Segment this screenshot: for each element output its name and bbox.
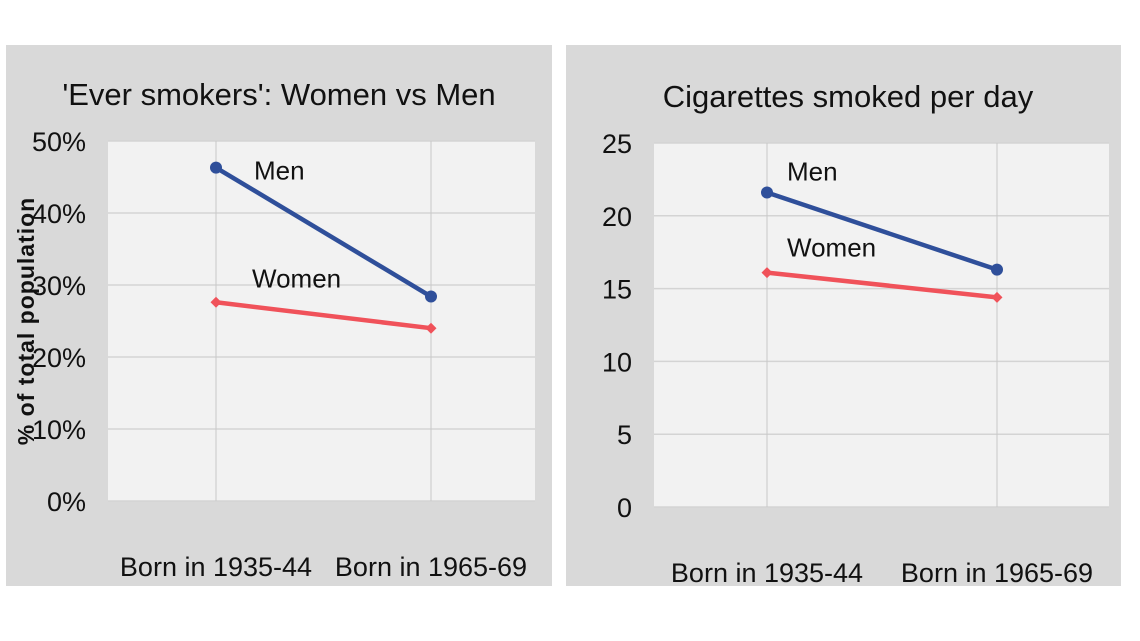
y-tick-label: 0	[617, 493, 632, 523]
x-tick-label: Born in 1965-69	[901, 558, 1093, 588]
y-tick-label: 0%	[47, 487, 86, 517]
series-line-men	[214, 165, 433, 299]
y-tick-label: 10%	[32, 415, 86, 445]
y-axis-label: % of total population	[13, 197, 39, 445]
y-tick-label: 20%	[32, 343, 86, 373]
y-tick-label: 20	[602, 202, 632, 232]
series-line-men	[766, 190, 998, 272]
data-point-women	[210, 296, 222, 308]
y-tick-label: 15	[602, 275, 632, 305]
data-point-men	[761, 186, 773, 199]
chart-title: Cigarettes smoked per day	[663, 79, 1034, 114]
series-label-men: Men	[787, 157, 838, 187]
y-tick-label: 50%	[32, 127, 86, 157]
plot-area	[108, 141, 535, 501]
data-point-men	[991, 263, 1003, 276]
plot-area	[654, 143, 1109, 507]
series-line-women	[766, 270, 998, 300]
chart-cigarettes-per-day: 0 5 10 15 20 25 Born in 1935-44 Born in 1965-69…	[602, 79, 1109, 588]
chart-panel-ever-smokers: 0% 10% 20% 30% 40% 50% Born in 1935-44 Born in …	[6, 45, 552, 586]
data-point-men	[210, 161, 222, 174]
y-tick-label: 25	[602, 129, 632, 159]
data-point-women	[425, 322, 437, 334]
data-point-women	[991, 291, 1003, 303]
chart-title: 'Ever smokers': Women vs Men	[62, 77, 495, 112]
series-label-women: Women	[252, 263, 341, 293]
chart-ever-smokers: 0% 10% 20% 30% 40% 50% Born in 1935-44 Born in …	[13, 77, 535, 582]
y-tick-label: 10	[602, 347, 632, 377]
chart-panel-cigarettes-per-day: 0 5 10 15 20 25 Born in 1935-44 Born in 1965-69…	[566, 45, 1121, 588]
x-tick-label: Born in 1935-44	[120, 552, 312, 582]
x-tick-label: Born in 1965-69	[335, 552, 527, 582]
series-label-women: Women	[787, 233, 876, 263]
y-tick-label: 40%	[32, 199, 86, 229]
series-label-men: Men	[254, 156, 305, 186]
data-point-women	[761, 267, 773, 279]
series-line-women	[215, 300, 432, 331]
data-point-men	[425, 290, 437, 303]
x-tick-label: Born in 1935-44	[671, 558, 863, 588]
y-tick-label: 5	[617, 420, 632, 450]
y-tick-label: 30%	[32, 271, 86, 301]
